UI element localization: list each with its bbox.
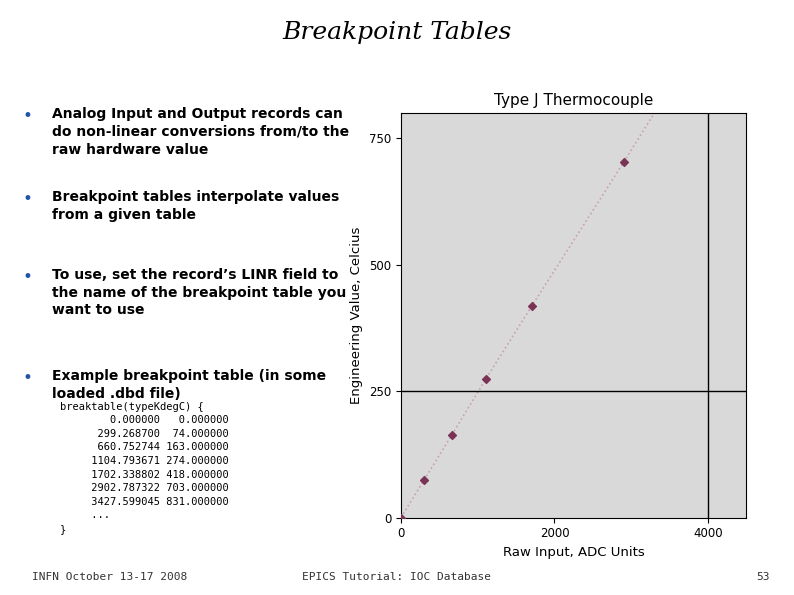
Text: Breakpoint tables interpolate values
from a given table: Breakpoint tables interpolate values fro… bbox=[52, 190, 339, 223]
Text: Example breakpoint table (in some
loaded .dbd file): Example breakpoint table (in some loaded… bbox=[52, 369, 326, 401]
Text: •: • bbox=[23, 107, 33, 125]
Text: breaktable(typeKdegC) {
        0.000000   0.000000
      299.268700  74.000000
: breaktable(typeKdegC) { 0.000000 0.00000… bbox=[60, 402, 229, 534]
Text: Breakpoint Tables: Breakpoint Tables bbox=[283, 21, 511, 44]
Title: Type J Thermocouple: Type J Thermocouple bbox=[494, 93, 653, 108]
Text: To use, set the record’s LINR field to
the name of the breakpoint table you
want: To use, set the record’s LINR field to t… bbox=[52, 268, 346, 318]
Point bbox=[480, 374, 492, 384]
Text: •: • bbox=[23, 268, 33, 286]
X-axis label: Raw Input, ADC Units: Raw Input, ADC Units bbox=[503, 546, 645, 559]
Text: •: • bbox=[23, 190, 33, 208]
Y-axis label: Engineering Value, Celcius: Engineering Value, Celcius bbox=[350, 227, 364, 404]
Text: 53: 53 bbox=[757, 572, 770, 582]
Text: EPICS Tutorial: IOC Database: EPICS Tutorial: IOC Database bbox=[303, 572, 491, 582]
Point bbox=[657, 93, 670, 102]
Text: INFN October 13-17 2008: INFN October 13-17 2008 bbox=[32, 572, 187, 582]
Point bbox=[395, 513, 407, 522]
Point bbox=[418, 475, 430, 485]
Point bbox=[526, 302, 538, 311]
Point bbox=[618, 157, 630, 167]
Point bbox=[445, 430, 458, 440]
Text: •: • bbox=[23, 369, 33, 387]
Text: Analog Input and Output records can
do non-linear conversions from/to the
raw ha: Analog Input and Output records can do n… bbox=[52, 107, 349, 157]
